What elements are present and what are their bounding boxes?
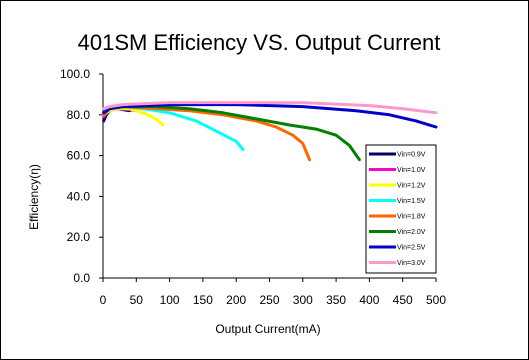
legend-label: Vin=1.5V xyxy=(397,198,426,205)
x-tick-label: 450 xyxy=(393,293,413,307)
x-axis-label: Output Current(mA) xyxy=(215,322,320,336)
chart-title: 401SM Efficiency VS. Output Current xyxy=(78,30,441,55)
x-tick-label: 500 xyxy=(426,293,446,307)
series-line-5 xyxy=(102,105,311,162)
y-tick-label: 60.0 xyxy=(67,149,91,163)
series-layer xyxy=(102,101,438,162)
x-tick-label: 50 xyxy=(130,293,144,307)
series-line-7 xyxy=(102,103,438,129)
legend-label: Vin=1.2V xyxy=(397,183,426,190)
legend-label: Vin=2.5V xyxy=(397,245,426,252)
x-tick-label: 100 xyxy=(160,293,180,307)
legend-label: Vin=1.0V xyxy=(397,167,426,174)
y-tick-label: 80.0 xyxy=(67,108,91,122)
x-tick-label: 150 xyxy=(193,293,213,307)
x-tick-label: 0 xyxy=(100,293,107,307)
x-tick-label: 300 xyxy=(293,293,313,307)
legend-label: Vin=2.0V xyxy=(397,229,426,236)
legend-label: Vin=0.9V xyxy=(397,152,426,159)
series-line-8 xyxy=(102,101,438,115)
y-tick-label: 0.0 xyxy=(73,271,90,285)
x-tick-label: 400 xyxy=(359,293,379,307)
legend-label: Vin=3.0V xyxy=(397,260,426,267)
legend: Vin=0.9V Vin=1.0V Vin=1.2V Vin=1.5V Vin=1.8V… xyxy=(365,144,437,274)
axes: 0 50 100 150 200 250 300 350 400 450 500 0.0 20.0 40.… xyxy=(60,67,446,307)
x-tick-label: 200 xyxy=(226,293,246,307)
x-tick-label: 350 xyxy=(326,293,346,307)
series-line-6 xyxy=(102,105,361,162)
y-tick-label: 100.0 xyxy=(60,67,90,81)
x-tick-label: 250 xyxy=(259,293,279,307)
y-axis-label: Efficiency(η) xyxy=(27,164,41,230)
legend-box xyxy=(365,144,437,274)
y-tick-label: 20.0 xyxy=(67,230,91,244)
legend-label: Vin=1.8V xyxy=(397,214,426,221)
y-tick-label: 40.0 xyxy=(67,189,91,203)
